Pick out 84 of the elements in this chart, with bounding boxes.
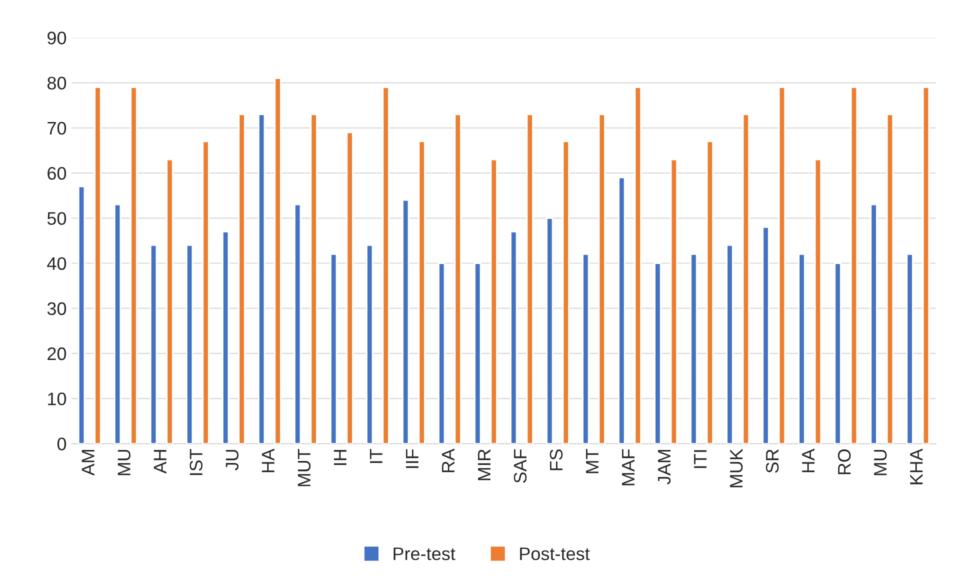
bar: [870, 204, 878, 444]
legend-label: Pre-test: [394, 548, 456, 560]
bar: [150, 244, 158, 444]
bar: [294, 204, 302, 444]
bar: [186, 244, 194, 444]
bar: [114, 204, 122, 444]
bar: [778, 86, 786, 444]
y-tick-label: 70: [48, 122, 66, 135]
x-tick-label: JU: [226, 450, 239, 470]
bar: [618, 176, 626, 444]
x-tick-label: MUK: [730, 448, 743, 488]
bar: [454, 114, 462, 444]
bar: [418, 140, 426, 444]
bar: [330, 254, 338, 444]
bar: [634, 86, 642, 444]
x-tick-label: IT: [370, 448, 382, 463]
x-tick-label: IST: [190, 448, 203, 475]
y-tick-label: 80: [47, 76, 66, 90]
x-tick-label: MAF: [622, 449, 634, 486]
bar: [526, 114, 534, 444]
x-tick-label: SAF: [514, 449, 527, 483]
bar: [562, 140, 570, 444]
x-tick-label: AH: [154, 450, 166, 474]
x-tick-label: MUT: [298, 448, 311, 486]
x-tick-label: HA: [262, 448, 274, 472]
bar: [438, 262, 446, 444]
x-tick-label: IIF: [406, 449, 418, 468]
x-tick-label: AM: [82, 450, 94, 476]
bar: [94, 86, 102, 444]
x-tick-label: RA: [442, 448, 454, 472]
bar: [906, 254, 914, 444]
bar: [258, 114, 266, 444]
bar: [546, 217, 554, 444]
bar: [706, 140, 714, 444]
y-tick-label: 40: [47, 257, 66, 270]
bar: [510, 230, 518, 444]
bar: [922, 86, 930, 444]
bar: [598, 114, 606, 444]
y-tick-label: 90: [48, 32, 66, 44]
y-tick-label: 20: [48, 347, 66, 360]
bar: [814, 158, 822, 444]
bar: [166, 158, 174, 444]
bar: [690, 254, 698, 444]
bar: [654, 262, 662, 444]
bar: [850, 86, 858, 444]
x-tick-label: MU: [874, 450, 887, 476]
x-tick-label: SR: [766, 449, 779, 473]
x-tick-label: ITI: [694, 450, 706, 468]
bar: [886, 114, 894, 444]
bar: [670, 158, 678, 444]
bar: [382, 86, 390, 444]
x-tick-label: JAM: [658, 450, 671, 484]
bar: [474, 262, 482, 444]
bar: [346, 132, 354, 444]
x-tick-label: FS: [550, 449, 563, 470]
legend-label: Post-test: [520, 548, 590, 560]
bar: [582, 254, 590, 444]
bar: [274, 78, 282, 444]
y-tick-label: 0: [57, 438, 66, 450]
bar: [742, 114, 750, 444]
x-tick-label: HA: [802, 448, 815, 472]
bar: [762, 226, 770, 444]
x-tick-label: RO: [838, 449, 851, 474]
bar: [798, 254, 806, 444]
bar: [222, 230, 230, 444]
y-tick-label: 10: [48, 392, 66, 406]
bar: [402, 199, 410, 444]
bar: [78, 186, 86, 444]
bar: [238, 114, 246, 444]
x-tick-label: MT: [586, 448, 598, 474]
x-tick-label: KHA: [910, 448, 923, 484]
bar: [366, 244, 374, 444]
y-tick-label: 50: [47, 212, 66, 225]
y-tick-label: 30: [47, 302, 66, 316]
x-tick-label: IH: [334, 450, 346, 465]
y-tick-label: 60: [48, 166, 66, 180]
bar: [490, 158, 498, 444]
bar: [726, 244, 734, 444]
bar: [130, 86, 138, 444]
x-tick-label: MU: [118, 450, 130, 476]
bar: [834, 262, 842, 444]
x-tick-label: MIR: [478, 449, 490, 480]
bar: [202, 140, 210, 444]
bar: [310, 114, 318, 444]
